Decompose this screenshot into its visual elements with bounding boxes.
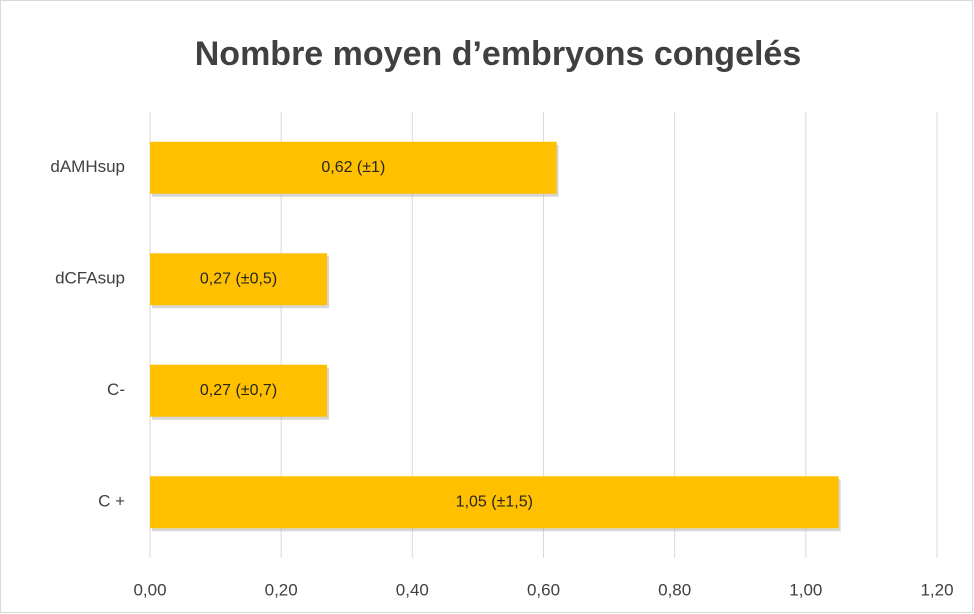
chart-title: Nombre moyen d’embryons congelés (195, 35, 802, 73)
y-tick-label: C- (107, 380, 125, 399)
bar (150, 476, 839, 529)
value-label: 0,62 (±1) (321, 159, 385, 176)
bar (150, 141, 557, 194)
y-tick-label: C + (98, 492, 125, 511)
x-tick-label: 0,20 (265, 580, 298, 599)
x-tick-label: 0,80 (658, 580, 691, 599)
y-tick-label: dCFAsup (55, 269, 125, 288)
x-tick-label: 1,00 (789, 580, 822, 599)
value-label: 0,27 (±0,5) (200, 270, 277, 287)
x-tick-label: 1,20 (920, 580, 953, 599)
bar (150, 364, 328, 417)
y-tick-label: dAMHsup (50, 157, 125, 176)
bar (150, 253, 328, 306)
x-tick-label: 0,60 (527, 580, 560, 599)
x-tick-label: 0,00 (133, 580, 166, 599)
value-label: 1,05 (±1,5) (456, 493, 533, 510)
value-label: 0,27 (±0,7) (200, 382, 277, 399)
x-tick-label: 0,40 (396, 580, 429, 599)
